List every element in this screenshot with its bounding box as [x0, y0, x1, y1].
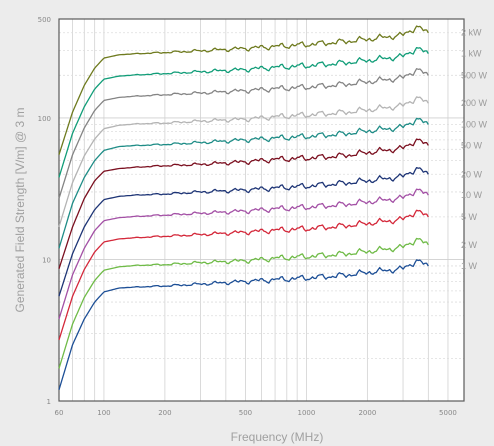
x-tick-label: 1000 — [298, 409, 316, 417]
series-label: 5 W — [461, 212, 478, 222]
grid — [59, 19, 464, 401]
y-tick-label: 1 — [47, 398, 51, 406]
series-line — [58, 68, 429, 199]
series-label: 10 W — [461, 190, 483, 200]
x-tick-label: 200 — [158, 409, 171, 417]
series-line — [58, 25, 429, 155]
series-line — [58, 209, 429, 341]
series-label: 2 kW — [461, 28, 482, 38]
series-line — [58, 259, 429, 390]
series-label: 200 W — [461, 98, 488, 108]
y-axis-title: Generated Field Strength [V/m] @ 3 m — [13, 108, 27, 313]
series-label: 500 W — [461, 70, 488, 80]
series-lines — [58, 25, 429, 390]
series-label: 100 W — [461, 119, 488, 129]
series-label: 20 W — [461, 169, 483, 179]
x-axis-title: Frequency (MHz) — [231, 430, 324, 444]
series-line — [58, 138, 429, 269]
series-line — [58, 96, 429, 228]
series-line — [58, 46, 429, 178]
y-tick-label: 100 — [38, 115, 51, 123]
series-line — [58, 188, 429, 320]
x-tick-label: 500 — [239, 409, 252, 417]
y-tick-label: 10 — [42, 256, 51, 264]
plot-border — [58, 18, 465, 402]
x-tick-label: 2000 — [358, 409, 376, 417]
series-line — [58, 166, 429, 297]
series-label: 50 W — [461, 140, 483, 150]
x-tick-label: 5000 — [439, 409, 457, 417]
series-line — [58, 117, 429, 249]
legend: 2 kW 1 kW 500 W 200 W 100 W 50 W 20 W 10 W 5 W 2 … — [461, 28, 488, 271]
series-label: 1 W — [461, 261, 478, 271]
y-tick-label: 500 — [38, 16, 51, 24]
x-tick-label: 60 — [55, 409, 64, 417]
series-label: 1 kW — [461, 49, 482, 59]
tick-labels: 60 100 200 500 1000 2000 5000 1 10 100 500 — [38, 16, 457, 417]
x-tick-label: 100 — [97, 409, 110, 417]
series-line — [58, 237, 429, 369]
series-label: 2 W — [461, 240, 478, 250]
